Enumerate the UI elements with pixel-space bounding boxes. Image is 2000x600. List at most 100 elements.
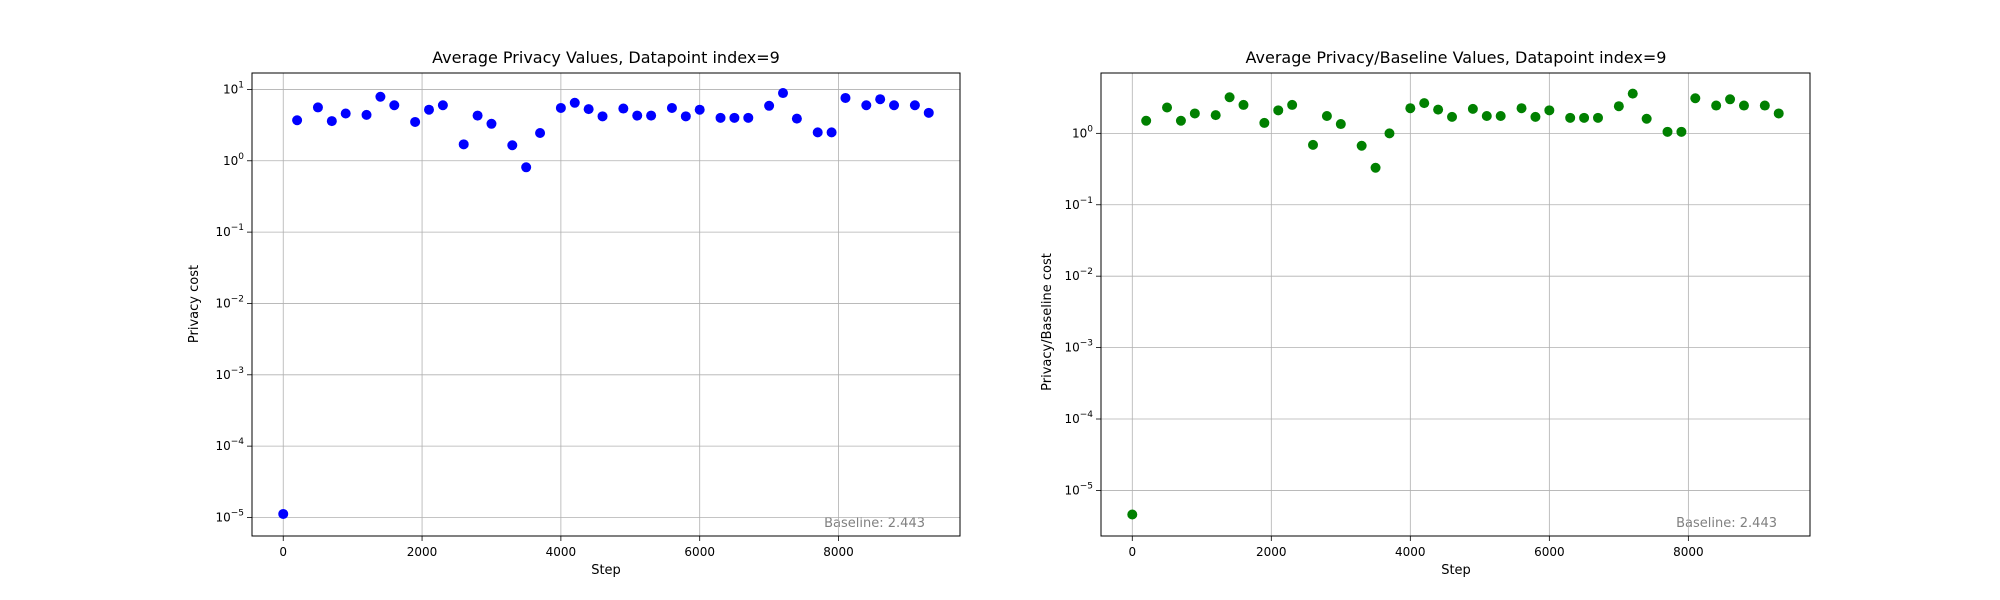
- data-point: [840, 92, 851, 103]
- data-point: [1481, 110, 1492, 121]
- x-tick-label: 8000: [1673, 545, 1704, 559]
- data-point: [1467, 103, 1478, 114]
- data-point: [1356, 140, 1367, 151]
- x-axis-label: Step: [1441, 563, 1471, 578]
- x-tick-label: 4000: [1395, 545, 1426, 559]
- plot-frame: [1100, 72, 1811, 537]
- data-point: [1433, 104, 1444, 115]
- data-point: [1447, 111, 1458, 122]
- data-point: [361, 109, 372, 120]
- data-point: [1495, 110, 1506, 121]
- data-point: [583, 104, 594, 115]
- data-point: [507, 140, 518, 151]
- x-tick-label: 6000: [684, 545, 715, 559]
- data-point: [826, 127, 837, 138]
- data-point: [535, 128, 546, 139]
- x-tick-label: 2000: [407, 545, 438, 559]
- data-point: [1127, 509, 1138, 520]
- data-point: [715, 112, 726, 123]
- data-point: [1759, 100, 1770, 111]
- data-point: [812, 127, 823, 138]
- data-point: [646, 110, 657, 121]
- chart-title: Average Privacy Values, Datapoint index=…: [432, 48, 780, 67]
- data-point: [312, 102, 323, 113]
- subplot-privacy: Average Privacy Values, Datapoint index=…: [187, 48, 961, 578]
- data-point: [1530, 111, 1541, 122]
- data-point: [1273, 105, 1284, 116]
- data-point: [375, 91, 386, 102]
- data-point: [1725, 94, 1736, 105]
- plot-frame: [251, 72, 961, 537]
- data-point: [680, 111, 691, 122]
- data-point: [1238, 99, 1249, 110]
- data-point: [1321, 110, 1332, 121]
- data-point: [597, 111, 608, 122]
- data-point: [1308, 139, 1319, 150]
- data-point: [666, 102, 677, 113]
- y-axis-label: Privacy/Baseline cost: [1040, 253, 1055, 391]
- x-tick-label: 6000: [1534, 545, 1565, 559]
- data-point: [694, 104, 705, 115]
- data-point: [1287, 99, 1298, 110]
- data-point: [292, 115, 303, 126]
- y-tick-label: 100: [223, 152, 244, 168]
- data-point: [743, 112, 754, 123]
- data-point: [1419, 98, 1430, 109]
- data-point: [1224, 92, 1235, 103]
- data-point: [410, 116, 421, 127]
- data-point: [424, 104, 434, 115]
- data-point: [340, 108, 351, 119]
- x-tick-label: 8000: [823, 545, 854, 559]
- data-point: [521, 162, 532, 173]
- data-point: [1662, 126, 1673, 137]
- y-tick-label: 10−3: [1064, 339, 1093, 355]
- data-point: [1676, 126, 1687, 137]
- x-tick-label: 4000: [546, 545, 577, 559]
- data-point: [729, 112, 740, 123]
- subplot-privacy-baseline: Average Privacy/Baseline Values, Datapoi…: [1040, 48, 1811, 578]
- data-point: [1711, 100, 1722, 111]
- data-point: [909, 100, 920, 111]
- data-point: [1690, 93, 1701, 104]
- data-point: [1544, 105, 1555, 116]
- data-point: [1627, 88, 1638, 99]
- data-point: [791, 113, 802, 124]
- data-point: [1335, 119, 1346, 130]
- y-tick-label: 10−3: [215, 366, 244, 382]
- data-point: [486, 118, 497, 129]
- chart-title: Average Privacy/Baseline Values, Datapoi…: [1246, 48, 1667, 67]
- data-point: [889, 100, 900, 111]
- y-tick-label: 10−5: [1064, 481, 1093, 497]
- y-axis-label: Privacy cost: [187, 265, 202, 343]
- data-point: [458, 139, 469, 150]
- y-tick-label: 10−1: [1064, 196, 1093, 212]
- data-point: [1405, 103, 1416, 114]
- data-point: [1738, 100, 1749, 111]
- data-point: [1565, 112, 1576, 123]
- y-tick-label: 10−5: [215, 508, 244, 524]
- baseline-annotation: Baseline: 2.443: [1676, 516, 1777, 531]
- y-tick-label: 10−4: [1064, 410, 1093, 426]
- data-point: [778, 88, 788, 99]
- data-point: [389, 100, 400, 111]
- y-tick-label: 10−1: [215, 223, 244, 239]
- baseline-annotation: Baseline: 2.443: [824, 516, 925, 531]
- y-tick-label: 10−2: [1064, 267, 1093, 283]
- data-point: [472, 110, 483, 121]
- data-point: [861, 100, 872, 111]
- x-tick-label: 0: [1128, 545, 1136, 559]
- data-point: [923, 107, 934, 118]
- data-point: [555, 102, 566, 113]
- data-point: [1516, 103, 1527, 114]
- data-point: [1641, 113, 1652, 124]
- data-point: [1592, 112, 1603, 123]
- data-point: [569, 97, 580, 108]
- x-tick-label: 2000: [1256, 545, 1287, 559]
- x-axis-label: Step: [591, 563, 621, 578]
- y-tick-label: 10−2: [215, 294, 244, 310]
- data-point: [278, 508, 289, 519]
- data-point: [875, 94, 886, 105]
- data-point: [764, 100, 775, 111]
- data-point: [632, 110, 643, 121]
